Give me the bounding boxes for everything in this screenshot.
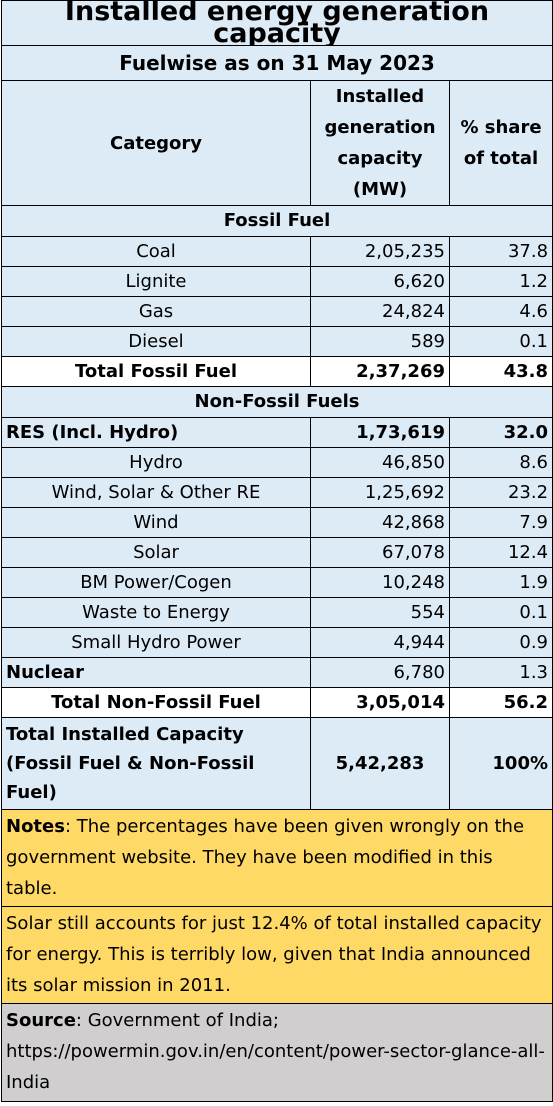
res-row: RES (Incl. Hydro) 1,73,619 32.0 — [1, 417, 553, 448]
row-category: Waste to Energy — [1, 597, 311, 628]
total-fossil-row: Total Fossil Fuel 2,37,269 43.8 — [1, 356, 553, 387]
notes-text: : The percentages have been given wrongl… — [6, 816, 525, 899]
solar-note-text: Solar still accounts for just 12.4% of t… — [0, 906, 553, 1004]
row-category: Wind — [1, 507, 311, 538]
source-row: Source: Government of India; https://pow… — [0, 1003, 553, 1102]
row-share: 23.2 — [448, 477, 553, 508]
row-category: Wind, Solar & Other RE — [1, 477, 311, 508]
res-category: RES (Incl. Hydro) — [1, 417, 311, 448]
row-capacity: 554 — [310, 597, 450, 628]
row-category: BM Power/Cogen — [1, 567, 311, 598]
table-row: Hydro 46,850 8.6 — [1, 447, 553, 478]
row-capacity: 1,25,692 — [310, 477, 450, 508]
row-category: Lignite — [1, 266, 311, 297]
row-share: 1.2 — [448, 266, 553, 297]
header-capacity: Installed generation capacity (MW) — [310, 80, 450, 206]
row-share: 1.9 — [448, 567, 553, 598]
table-row: Wind, Solar & Other RE 1,25,692 23.2 — [1, 477, 553, 508]
row-capacity: 6,620 — [310, 266, 450, 297]
table-row: Solar 67,078 12.4 — [1, 537, 553, 568]
res-capacity: 1,73,619 — [310, 417, 450, 448]
total-fossil-share: 43.8 — [448, 356, 553, 387]
source-label: Source — [6, 1010, 76, 1031]
notes-row: Notes: The percentages have been given w… — [0, 809, 553, 907]
notes-cell: Notes: The percentages have been given w… — [0, 809, 553, 907]
row-share: 0.9 — [448, 627, 553, 658]
header-category: Category — [1, 80, 311, 206]
source-cell: Source: Government of India; https://pow… — [0, 1003, 553, 1102]
nuclear-category: Nuclear — [1, 657, 311, 688]
row-capacity: 24,824 — [310, 296, 450, 327]
row-capacity: 10,248 — [310, 567, 450, 598]
row-category: Small Hydro Power — [1, 627, 311, 658]
total-non-fossil-row: Total Non-Fossil Fuel 3,05,014 56.2 — [1, 687, 553, 718]
nuclear-capacity: 6,780 — [310, 657, 450, 688]
row-category: Diesel — [1, 326, 311, 357]
row-capacity: 42,868 — [310, 507, 450, 538]
row-share: 7.9 — [448, 507, 553, 538]
row-share: 12.4 — [448, 537, 553, 568]
grand-total-row: Total Installed Capacity (Fossil Fuel & … — [1, 717, 553, 810]
table-row: Coal 2,05,235 37.8 — [1, 236, 553, 267]
header-share: % share of total — [448, 80, 553, 206]
solar-note-row: Solar still accounts for just 12.4% of t… — [0, 906, 553, 1004]
res-share: 32.0 — [448, 417, 553, 448]
table-row: Wind 42,868 7.9 — [1, 507, 553, 538]
table-row: Small Hydro Power 4,944 0.9 — [1, 627, 553, 658]
row-share: 37.8 — [448, 236, 553, 267]
nuclear-share: 1.3 — [448, 657, 553, 688]
table-row: Lignite 6,620 1.2 — [1, 266, 553, 297]
table-row: Waste to Energy 554 0.1 — [1, 597, 553, 628]
grand-total-capacity: 5,42,283 — [310, 717, 450, 810]
section-non-fossil-fuels: Non-Fossil Fuels — [0, 386, 553, 418]
table-subtitle: Fuelwise as on 31 May 2023 — [0, 45, 553, 81]
grand-total-category: Total Installed Capacity (Fossil Fuel & … — [1, 717, 311, 810]
row-share: 4.6 — [448, 296, 553, 327]
total-non-fossil-share: 56.2 — [448, 687, 553, 718]
table-row: Gas 24,824 4.6 — [1, 296, 553, 327]
row-capacity: 2,05,235 — [310, 236, 450, 267]
nuclear-row: Nuclear 6,780 1.3 — [1, 657, 553, 688]
section-fossil-fuel: Fossil Fuel — [0, 205, 553, 237]
row-category: Hydro — [1, 447, 311, 478]
row-capacity: 46,850 — [310, 447, 450, 478]
row-category: Gas — [1, 296, 311, 327]
row-share: 0.1 — [448, 597, 553, 628]
grand-total-share: 100% — [448, 717, 553, 810]
total-fossil-capacity: 2,37,269 — [310, 356, 450, 387]
row-share: 8.6 — [448, 447, 553, 478]
row-capacity: 4,944 — [310, 627, 450, 658]
table-title: Installed energy generation capacity — [0, 0, 553, 46]
total-fossil-category: Total Fossil Fuel — [1, 356, 311, 387]
row-capacity: 589 — [310, 326, 450, 357]
row-category: Coal — [1, 236, 311, 267]
row-category: Solar — [1, 537, 311, 568]
row-share: 0.1 — [448, 326, 553, 357]
total-non-fossil-capacity: 3,05,014 — [310, 687, 450, 718]
source-text: : Government of India; https://powermin.… — [6, 1010, 545, 1093]
total-non-fossil-category: Total Non-Fossil Fuel — [1, 687, 311, 718]
table-row: BM Power/Cogen 10,248 1.9 — [1, 567, 553, 598]
table-row: Diesel 589 0.1 — [1, 326, 553, 357]
row-capacity: 67,078 — [310, 537, 450, 568]
notes-label: Notes — [6, 816, 65, 837]
